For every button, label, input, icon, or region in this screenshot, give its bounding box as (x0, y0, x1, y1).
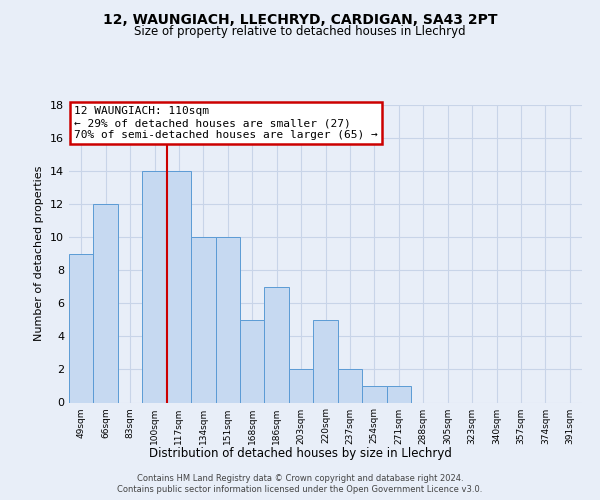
Text: 12, WAUNGIACH, LLECHRYD, CARDIGAN, SA43 2PT: 12, WAUNGIACH, LLECHRYD, CARDIGAN, SA43 … (103, 12, 497, 26)
Bar (94, 204, 118, 402)
Bar (338, 370, 362, 402)
Text: Distribution of detached houses by size in Llechryd: Distribution of detached houses by size … (149, 448, 451, 460)
Bar (386, 386, 411, 402)
Bar (142, 171, 167, 402)
Bar (362, 386, 386, 402)
Bar (240, 320, 265, 402)
Y-axis label: Number of detached properties: Number of detached properties (34, 166, 44, 342)
Text: Contains public sector information licensed under the Open Government Licence v3: Contains public sector information licen… (118, 485, 482, 494)
Bar (215, 237, 240, 402)
Bar (265, 287, 289, 403)
Text: 12 WAUNGIACH: 110sqm
← 29% of detached houses are smaller (27)
70% of semi-detac: 12 WAUNGIACH: 110sqm ← 29% of detached h… (74, 106, 378, 140)
Bar (167, 171, 191, 402)
Bar (191, 237, 215, 402)
Bar (313, 320, 338, 402)
Bar (69, 254, 94, 402)
Text: Contains HM Land Registry data © Crown copyright and database right 2024.: Contains HM Land Registry data © Crown c… (137, 474, 463, 483)
Bar (289, 370, 313, 402)
Text: Size of property relative to detached houses in Llechryd: Size of property relative to detached ho… (134, 24, 466, 38)
